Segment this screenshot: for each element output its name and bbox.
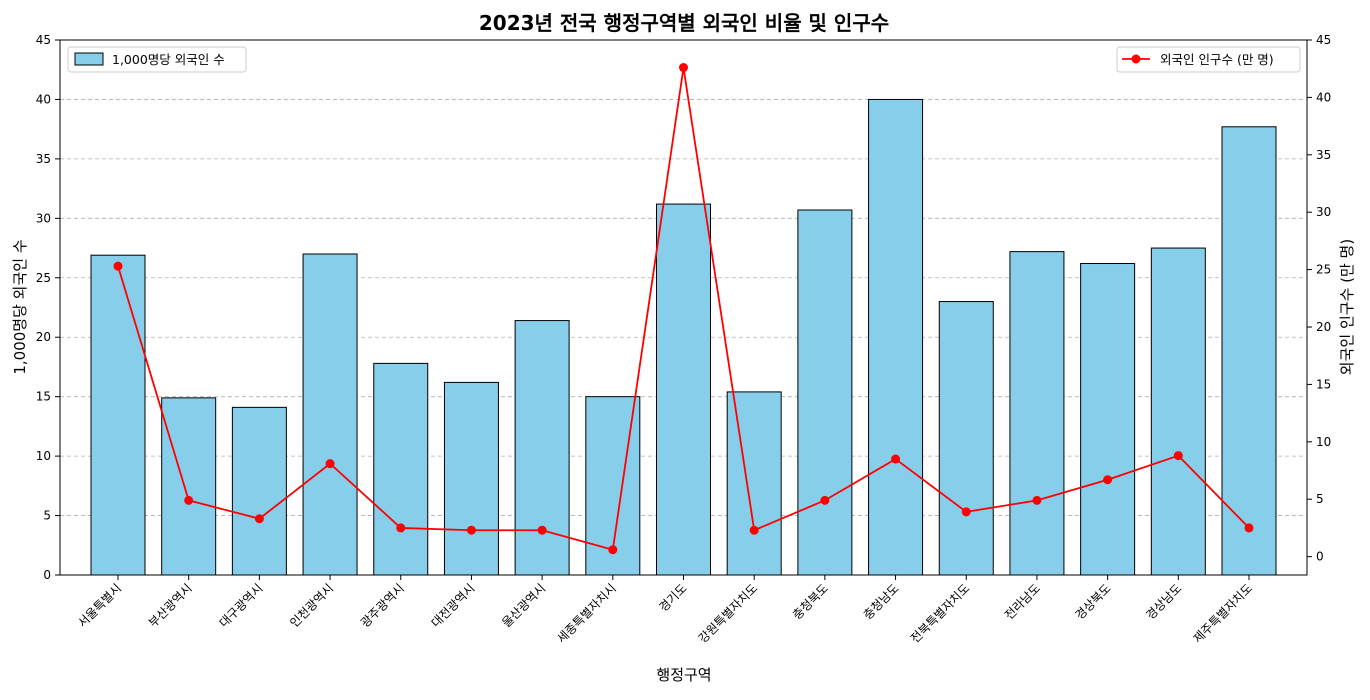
left-y-axis-label: 1,000명당 외국인 수	[11, 239, 29, 374]
population-point	[396, 523, 406, 533]
legend-bar-swatch	[74, 52, 104, 66]
bar	[514, 320, 570, 576]
right-y-axis-label: 외국인 인구수 (만 명)	[1338, 239, 1356, 375]
left-y-tick-label: 45	[36, 33, 51, 47]
population-point	[961, 507, 971, 517]
population-point	[679, 63, 688, 73]
right-y-tick-label: 0	[1316, 550, 1324, 564]
bar	[1080, 263, 1136, 576]
left-y-tick-label: 25	[36, 271, 51, 285]
population-point	[749, 525, 759, 535]
population-point	[325, 459, 335, 469]
population-point	[1103, 475, 1113, 485]
legend-line: 외국인 인구수 (만 명)	[1116, 46, 1301, 73]
right-y-tick-label: 10	[1316, 435, 1331, 449]
left-y-tick-label: 15	[36, 390, 51, 404]
right-y-tick-label: 25	[1316, 263, 1331, 277]
legend-bar-label: 1,000명당 외국인 수	[112, 52, 225, 67]
right-y-tick-label: 30	[1316, 205, 1331, 219]
bar	[656, 203, 711, 576]
bar	[1150, 247, 1206, 576]
bar-series	[90, 98, 1277, 576]
bar	[868, 98, 924, 576]
population-point	[184, 495, 194, 505]
population-point	[1032, 495, 1042, 505]
left-y-tick-label: 35	[36, 152, 51, 166]
bar	[90, 254, 146, 576]
right-y-tick-label: 40	[1316, 90, 1331, 104]
population-point	[891, 454, 901, 464]
left-y-tick-label: 0	[43, 568, 51, 582]
bar	[161, 397, 217, 576]
chart-title: 2023년 전국 행정구역별 외국인 비율 및 인구수	[479, 11, 889, 35]
population-point	[466, 525, 476, 535]
population-point	[1173, 451, 1183, 461]
legend-line-marker	[1131, 54, 1141, 64]
left-y-tick-label: 40	[36, 92, 51, 106]
population-point	[537, 525, 547, 535]
x-axis-label: 행정구역	[656, 666, 711, 684]
left-y-tick-label: 20	[36, 330, 51, 344]
bar	[373, 362, 429, 576]
right-y-tick-label: 5	[1316, 492, 1324, 506]
right-y-axis: 0 5 10 15 20 25 30 35 40 45	[1307, 33, 1331, 564]
left-y-tick-label: 30	[36, 211, 51, 225]
right-y-tick-label: 35	[1316, 148, 1331, 162]
population-point	[820, 495, 830, 505]
population-point	[1244, 523, 1254, 533]
line-series	[113, 63, 1254, 555]
bar	[302, 253, 358, 576]
left-y-axis: 0 5 10 15 20 25 30 35 40 45	[36, 33, 60, 582]
right-y-tick-label: 45	[1316, 33, 1331, 47]
bar	[231, 406, 287, 576]
right-y-tick-label: 15	[1316, 377, 1331, 391]
population-point	[113, 261, 123, 271]
left-y-tick-label: 5	[43, 509, 51, 523]
bar	[938, 301, 994, 576]
population-point	[608, 545, 618, 555]
bar	[1009, 251, 1065, 576]
population-point	[254, 514, 264, 524]
bar	[1221, 126, 1277, 576]
bar	[726, 391, 782, 576]
legend-bar: 1,000명당 외국인 수	[67, 46, 247, 73]
bar	[443, 381, 499, 576]
left-y-tick-label: 10	[36, 449, 51, 463]
bar	[797, 209, 853, 576]
right-y-tick-label: 20	[1316, 320, 1331, 334]
legend-line-label: 외국인 인구수 (만 명)	[1160, 52, 1274, 67]
